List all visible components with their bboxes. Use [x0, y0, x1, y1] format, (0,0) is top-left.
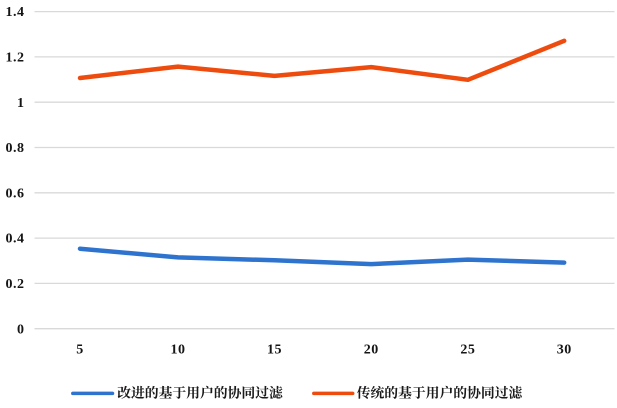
svg-text:1: 1 [17, 96, 25, 111]
svg-text:20: 20 [364, 343, 379, 358]
svg-text:1.2: 1.2 [6, 51, 25, 66]
svg-text:30: 30 [557, 343, 572, 358]
svg-text:0.6: 0.6 [6, 186, 25, 201]
svg-text:1.4: 1.4 [6, 5, 25, 20]
svg-text:25: 25 [460, 343, 475, 358]
svg-text:0.2: 0.2 [6, 277, 25, 292]
svg-text:0: 0 [17, 322, 25, 337]
svg-text:0.8: 0.8 [6, 141, 25, 156]
svg-text:10: 10 [171, 343, 186, 358]
svg-text:5: 5 [76, 343, 84, 358]
svg-text:15: 15 [267, 343, 282, 358]
svg-text:0.4: 0.4 [6, 232, 25, 247]
